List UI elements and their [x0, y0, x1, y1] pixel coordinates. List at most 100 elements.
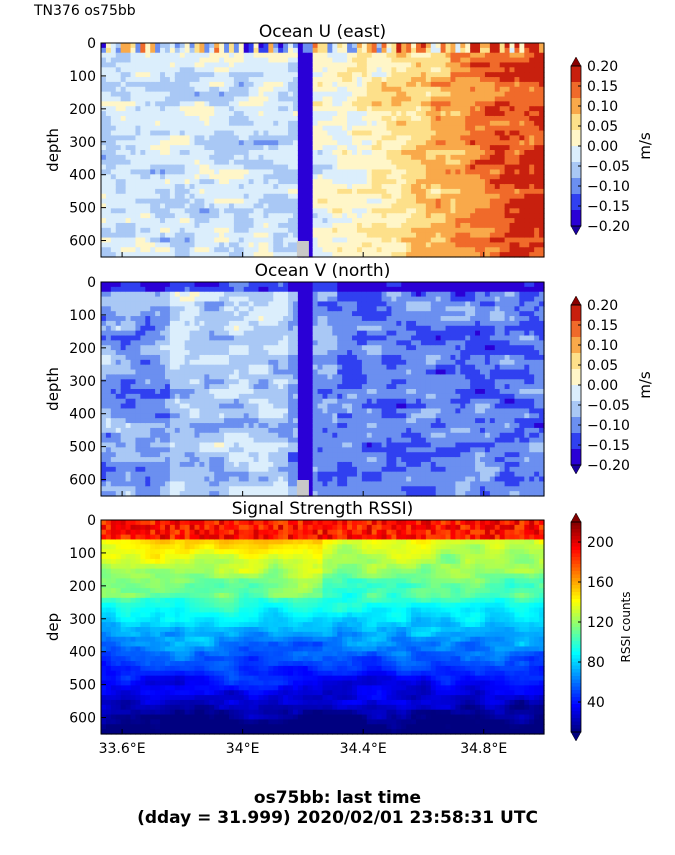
colorbar-bin: [571, 550, 581, 554]
y-tick-label: 600: [69, 473, 96, 489]
chart-panel-2: Ocean V (north) depth 0 100 200 300 400 500 600 0…: [44, 261, 654, 497]
colorbar-tick-label: −0.10: [587, 179, 630, 195]
y-tick-label: 200: [69, 102, 96, 118]
colorbar-bin: [571, 634, 581, 638]
colorbar-extend-min: [570, 225, 582, 236]
y-tick-label: 300: [69, 135, 96, 151]
x-tick-label: 34.4°E: [340, 741, 387, 757]
y-tick-label: 500: [69, 440, 96, 456]
y-tick-label: 200: [69, 341, 96, 357]
y-tick-label: 400: [69, 407, 96, 423]
colorbar-tick-label: 160: [587, 575, 614, 591]
colorbar-tick-label: 200: [587, 535, 614, 551]
colorbar-bin: [571, 679, 581, 684]
colorbar-tick-label: 0.10: [587, 338, 618, 354]
plot-frame: [100, 281, 545, 497]
y-tick-label: 400: [69, 168, 96, 184]
colorbar-tick-label: 0.10: [587, 99, 618, 115]
colorbar-bin: [571, 574, 581, 579]
colorbar-bin: [571, 676, 581, 680]
colorbar-bin: [571, 588, 581, 593]
colorbar-bin: [571, 718, 581, 722]
colorbar-bin: [571, 697, 581, 701]
colorbar-bin: [571, 658, 581, 663]
colorbar-bin: [571, 529, 581, 533]
colorbar-bin: [571, 602, 581, 607]
y-tick-label: 600: [69, 234, 96, 250]
no-data-patch: [296, 241, 309, 257]
colorbar-bin: [571, 655, 581, 659]
colorbar-bin: [571, 620, 581, 624]
colorbar-bin: [571, 536, 581, 540]
colorbar-bin: [571, 337, 581, 354]
colorbar: 0.20 0.15 0.10 0.05 0.00 −0.05 −0.10 −0.15 −0.20…: [570, 56, 654, 236]
y-tick-label: 200: [69, 579, 96, 595]
y-tick-label: 0: [87, 513, 96, 529]
colorbar-bin: [571, 651, 581, 656]
colorbar-tick-label: 0.20: [587, 298, 618, 314]
colorbar-bin: [571, 353, 581, 370]
colorbar-label: m/s: [636, 132, 654, 160]
colorbar-bin: [571, 522, 581, 526]
colorbar-tick-label: 0.00: [587, 139, 618, 155]
colorbar-bin: [571, 194, 581, 211]
colorbar-tick-label: −0.20: [587, 219, 630, 235]
colorbar-bin: [571, 66, 581, 83]
y-tick-label: 500: [69, 201, 96, 217]
chart-title: Ocean V (north): [255, 261, 391, 281]
chart-panel-3: Signal Strength RSSI) dep 0 100 200 300 400 500…: [44, 499, 633, 757]
colorbar-bin: [571, 532, 581, 537]
colorbar-bin: [571, 644, 581, 649]
colorbar-tick-label: −0.15: [587, 199, 630, 215]
colorbar-frame: [570, 521, 582, 733]
colorbar-tick-label: −0.10: [587, 418, 630, 434]
colorbar-bin: [571, 178, 581, 195]
colorbar-label: RSSI counts: [619, 591, 633, 662]
colorbar-bin: [571, 630, 581, 635]
colorbar-bin: [571, 592, 581, 596]
colorbar-bin: [571, 623, 581, 628]
colorbar-tick-label: −0.20: [587, 458, 630, 474]
colorbar-bin: [571, 700, 581, 705]
no-data-patch: [296, 480, 309, 496]
colorbar-tick-label: 0.15: [587, 79, 618, 95]
plot-frame: [100, 519, 545, 735]
colorbar-bin: [571, 683, 581, 687]
colorbar-bin: [571, 210, 581, 227]
colorbar-bin: [571, 648, 581, 652]
chart-panel-1: Ocean U (east) depth 0 100 200 300 400 500 600 0.…: [44, 22, 654, 258]
colorbar-bin: [571, 704, 581, 708]
colorbar-bin: [571, 557, 581, 561]
y-tick-label: 300: [69, 612, 96, 628]
colorbar-bin: [571, 665, 581, 670]
y-tick-label: 400: [69, 645, 96, 661]
colorbar-bin: [571, 693, 581, 698]
colorbar-bin: [571, 599, 581, 603]
y-tick-label: 600: [69, 711, 96, 727]
y-tick-label: 100: [69, 69, 96, 85]
colorbar-bin: [571, 560, 581, 565]
colorbar-bin: [571, 609, 581, 614]
colorbar-bin: [571, 543, 581, 547]
colorbar-tick-label: 0.05: [587, 358, 618, 374]
colorbar-bin: [571, 686, 581, 691]
footer-line-1: os75bb: last time: [253, 788, 422, 808]
colorbar-extend-min: [570, 464, 582, 475]
x-tick-label: 34°E: [226, 741, 260, 757]
chart-title: Signal Strength RSSI): [232, 499, 414, 519]
colorbar-bin: [571, 662, 581, 666]
footer: os75bb: last time (dday = 31.999) 2020/0…: [0, 788, 675, 828]
colorbar-tick-label: 120: [587, 615, 614, 631]
y-tick-label: 500: [69, 678, 96, 694]
colorbar-tick-label: 0.00: [587, 378, 618, 394]
colorbar-bin: [571, 669, 581, 673]
colorbar-bin: [571, 433, 581, 450]
colorbar-bin: [571, 637, 581, 642]
x-tick-label: 33.6°E: [99, 741, 146, 757]
colorbar-bin: [571, 606, 581, 610]
heatmap-field: [101, 43, 545, 258]
colorbar-bin: [571, 369, 581, 386]
colorbar-bin: [571, 539, 581, 544]
colorbar-bin: [571, 725, 581, 729]
